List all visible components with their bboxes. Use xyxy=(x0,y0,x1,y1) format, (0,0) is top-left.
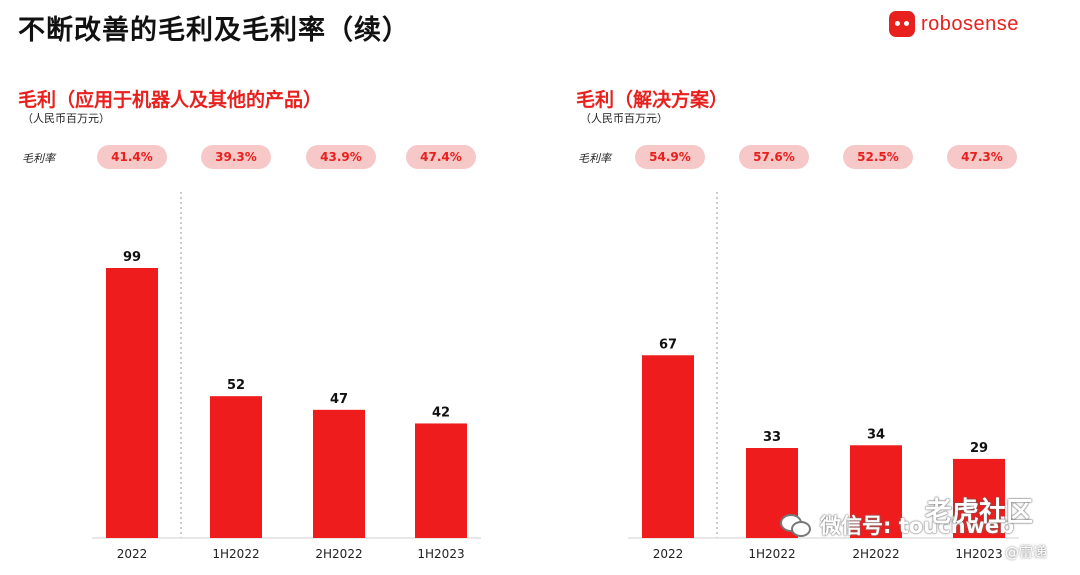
x-tick-label: 1H2022 xyxy=(748,547,795,561)
chart-panel-robot-products: 毛利（应用于机器人及其他的产品） （人民币百万元） 毛利率 41.4% 39.3… xyxy=(18,89,481,561)
bar xyxy=(850,445,902,538)
bar-value-label: 29 xyxy=(970,441,988,456)
bar xyxy=(953,458,1005,538)
wechat-id-text: 微信号: touchweb xyxy=(820,514,1015,538)
bar-value-label: 33 xyxy=(763,430,781,445)
x-tick-label: 2022 xyxy=(653,547,684,561)
bar-value-label: 47 xyxy=(330,392,348,407)
robosense-logo-icon xyxy=(889,11,915,37)
chart-unit: （人民币百万元） xyxy=(22,112,110,125)
x-tick-label: 2H2022 xyxy=(315,547,362,561)
margin-pill: 47.3% xyxy=(947,145,1017,169)
x-tick-label: 2022 xyxy=(117,547,148,561)
margin-pill: 47.4% xyxy=(406,145,476,169)
bar xyxy=(210,396,262,538)
x-tick-label: 1H2023 xyxy=(417,547,464,561)
margin-pill: 52.5% xyxy=(843,145,913,169)
gross-margin-label: 毛利率 xyxy=(578,152,611,165)
chart-unit: （人民币百万元） xyxy=(580,112,668,125)
bar-value-label: 34 xyxy=(867,427,885,442)
bar xyxy=(106,268,158,538)
x-tick-label: 1H2022 xyxy=(212,547,259,561)
bar-value-label: 67 xyxy=(659,337,677,352)
wechat-icon xyxy=(780,514,811,537)
robosense-logo: robosense xyxy=(889,9,1019,39)
bar-value-label: 42 xyxy=(432,405,450,420)
logo-text: robosense xyxy=(921,12,1019,35)
x-tick-label: 1H2023 xyxy=(955,547,1002,561)
wechat-watermark: 微信号: touchweb xyxy=(780,510,1014,540)
author-watermark: @雷递 xyxy=(1005,545,1047,561)
gross-margin-label: 毛利率 xyxy=(22,152,55,165)
x-tick-label: 2H2022 xyxy=(852,547,899,561)
bar xyxy=(415,423,467,538)
bar xyxy=(313,409,365,538)
chart-title: 毛利（应用于机器人及其他的产品） xyxy=(18,89,323,111)
bar xyxy=(642,355,694,538)
margin-pill: 41.4% xyxy=(97,145,167,169)
bar-chart-solutions: 67 2022 33 1H2022 34 2H2022 29 1H2023 xyxy=(628,192,1019,561)
margin-pill: 39.3% xyxy=(201,145,271,169)
bar-chart-robot-products: 99 2022 52 1H2022 47 2H2022 42 1H2023 xyxy=(92,192,481,561)
margin-pill: 54.9% xyxy=(635,145,705,169)
community-watermark: 老虎社区 xyxy=(925,497,1033,528)
bar-value-label: 99 xyxy=(123,250,141,265)
chart-panel-solutions: 毛利（解决方案） （人民币百万元） 毛利率 54.9% 57.6% 52.5% … xyxy=(560,0,1080,575)
chart-title: 毛利（解决方案） xyxy=(576,89,729,111)
bar-value-label: 52 xyxy=(227,378,245,393)
margin-pill: 57.6% xyxy=(739,145,809,169)
page-title: 不断改善的毛利及毛利率（续） xyxy=(18,15,410,46)
margin-pill: 43.9% xyxy=(306,145,376,169)
